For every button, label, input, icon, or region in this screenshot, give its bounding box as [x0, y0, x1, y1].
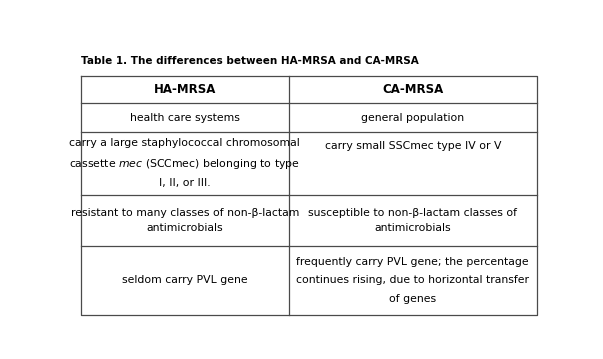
- Text: general population: general population: [361, 113, 464, 123]
- Text: carry small SSCmec type IV or V: carry small SSCmec type IV or V: [324, 141, 501, 151]
- Text: cassette $\mathit{mec}$ (SCCmec) belonging to type: cassette $\mathit{mec}$ (SCCmec) belongi…: [69, 157, 300, 171]
- Text: continues rising, due to horizontal transfer: continues rising, due to horizontal tran…: [296, 275, 529, 285]
- Text: HA-MRSA: HA-MRSA: [154, 83, 216, 96]
- Text: CA-MRSA: CA-MRSA: [382, 83, 443, 96]
- Text: susceptible to non-β-lactam classes of: susceptible to non-β-lactam classes of: [308, 208, 517, 218]
- Text: carry a large staphylococcal chromosomal: carry a large staphylococcal chromosomal: [69, 138, 300, 148]
- Text: resistant to many classes of non-β-lactam: resistant to many classes of non-β-lacta…: [71, 208, 299, 218]
- Text: seldom carry PVL gene: seldom carry PVL gene: [122, 275, 248, 285]
- Text: antimicrobials: antimicrobials: [374, 223, 451, 233]
- Text: of genes: of genes: [390, 294, 437, 304]
- Text: I, II, or III.: I, II, or III.: [159, 178, 210, 188]
- Text: antimicrobials: antimicrobials: [147, 223, 223, 233]
- Text: Table 1. The differences between HA-MRSA and CA-MRSA: Table 1. The differences between HA-MRSA…: [81, 56, 418, 66]
- Text: health care systems: health care systems: [130, 113, 239, 123]
- Text: frequently carry PVL gene; the percentage: frequently carry PVL gene; the percentag…: [297, 257, 529, 267]
